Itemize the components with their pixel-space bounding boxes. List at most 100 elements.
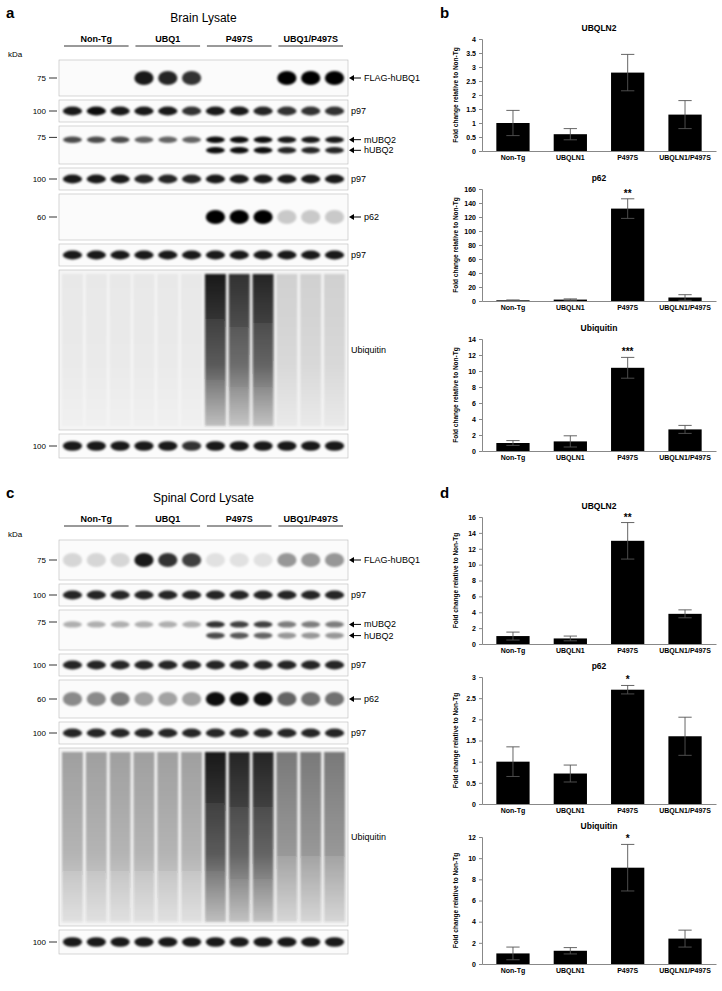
- y-tick-label: 4: [472, 416, 476, 423]
- y-tick-label: 12: [468, 545, 476, 552]
- y-tick: 3: [472, 64, 482, 71]
- y-tick: 16: [468, 514, 482, 521]
- y-tick: 12: [468, 545, 482, 552]
- marker-dash: [49, 595, 57, 596]
- band: [63, 147, 82, 153]
- x-tick-label: Non-Tg: [501, 304, 526, 312]
- band: [277, 175, 296, 184]
- x-tick: Non-Tg: [501, 804, 526, 815]
- y-tick: 12: [468, 352, 482, 359]
- error-bar-cap: [564, 953, 577, 954]
- x-tick-label: Non-Tg: [501, 807, 526, 815]
- y-tick: 80: [468, 242, 482, 249]
- y-tick: 10: [468, 561, 482, 568]
- band: [301, 175, 320, 184]
- blot-title: Brain Lysate: [170, 11, 237, 25]
- marker-label: 100: [33, 938, 47, 947]
- y-axis-line: [479, 340, 483, 452]
- error-bar-cap: [506, 445, 519, 446]
- error-bar: [678, 295, 691, 301]
- band: [182, 136, 201, 142]
- smear: [276, 752, 297, 922]
- band: [63, 175, 82, 184]
- marker-dash: [49, 446, 57, 447]
- band: [87, 553, 106, 567]
- blot-row: 100p97: [33, 654, 366, 676]
- band: [325, 621, 344, 627]
- plot-area: [496, 844, 701, 964]
- band: [277, 937, 296, 947]
- band: [110, 661, 129, 670]
- bar-chart: UBQLN2Fold change relative to Non-Tg00.5…: [452, 23, 717, 162]
- band: [253, 692, 272, 706]
- band: [158, 632, 177, 638]
- band: [277, 441, 296, 451]
- y-tick-label: 100: [464, 228, 476, 235]
- y-tick: 160: [464, 186, 482, 193]
- smear: [110, 274, 131, 426]
- y-axis-title: Fold change relative to Non-Tg: [452, 347, 460, 442]
- error-bar-stem: [627, 199, 628, 219]
- band: [87, 210, 106, 224]
- lane-group-label: UBQ1/P497S: [283, 514, 338, 524]
- blot-row: 100p97: [33, 100, 366, 122]
- band-label: p62: [364, 694, 379, 704]
- band: [301, 729, 320, 738]
- band: [253, 591, 272, 600]
- band: [134, 71, 153, 85]
- x-tick-label: Non-Tg: [501, 154, 526, 162]
- y-tick-mark: [479, 565, 482, 566]
- y-tick-label: 0: [472, 448, 476, 455]
- error-bar-cap: [678, 128, 691, 129]
- marker-label: 100: [33, 442, 47, 451]
- band: [110, 175, 129, 184]
- blot-frame: [59, 100, 348, 122]
- y-tick: 120: [464, 214, 482, 221]
- marker-dash: [49, 699, 57, 700]
- band: [301, 210, 320, 224]
- band: [182, 441, 201, 451]
- error-bar-stem: [512, 110, 513, 135]
- error-bar-stem: [570, 948, 571, 954]
- band: [87, 937, 106, 947]
- y-tick-mark: [479, 151, 482, 152]
- y-tick-mark: [479, 53, 482, 54]
- band: [206, 553, 225, 567]
- band: [230, 71, 249, 85]
- band: [135, 136, 154, 142]
- band: [110, 107, 129, 116]
- blot-row: 100p97: [33, 584, 366, 606]
- blot-row: 75FLAG-hUBQ1: [37, 60, 420, 96]
- y-tick-mark: [479, 189, 482, 190]
- y-tick: 0.5: [466, 780, 482, 787]
- error-bar-cap: [564, 128, 577, 129]
- y-tick-mark: [479, 943, 482, 944]
- band: [301, 136, 320, 142]
- y-tick-label: 40: [468, 270, 476, 277]
- band: [325, 71, 344, 85]
- y-tick-label: 0.5: [466, 134, 476, 141]
- band: [158, 136, 177, 142]
- error-bar-cap: [621, 90, 634, 91]
- y-tick-label: 2: [472, 432, 476, 439]
- x-tick: Non-Tg: [501, 301, 526, 312]
- y-tick: 8: [472, 577, 482, 584]
- y-axis: 0246810121416: [468, 514, 482, 648]
- y-tick-label: 12: [468, 352, 476, 359]
- plot-area: [496, 54, 701, 151]
- error-bar: [564, 129, 577, 140]
- x-axis-line: [483, 644, 717, 645]
- marker-label: 60: [37, 695, 46, 704]
- chart-title: Ubiquitin: [581, 821, 618, 831]
- band: [158, 661, 177, 670]
- band-label: p97: [351, 590, 366, 600]
- lane-group-rule: [64, 526, 129, 527]
- y-tick-label: 4: [472, 918, 476, 925]
- smear: [300, 752, 321, 922]
- error-bar: [621, 357, 634, 378]
- y-tick-label: 8: [472, 384, 476, 391]
- arrow-head: [349, 147, 354, 153]
- band: [230, 661, 249, 670]
- marker-label: 75: [37, 133, 46, 142]
- band: [253, 175, 272, 184]
